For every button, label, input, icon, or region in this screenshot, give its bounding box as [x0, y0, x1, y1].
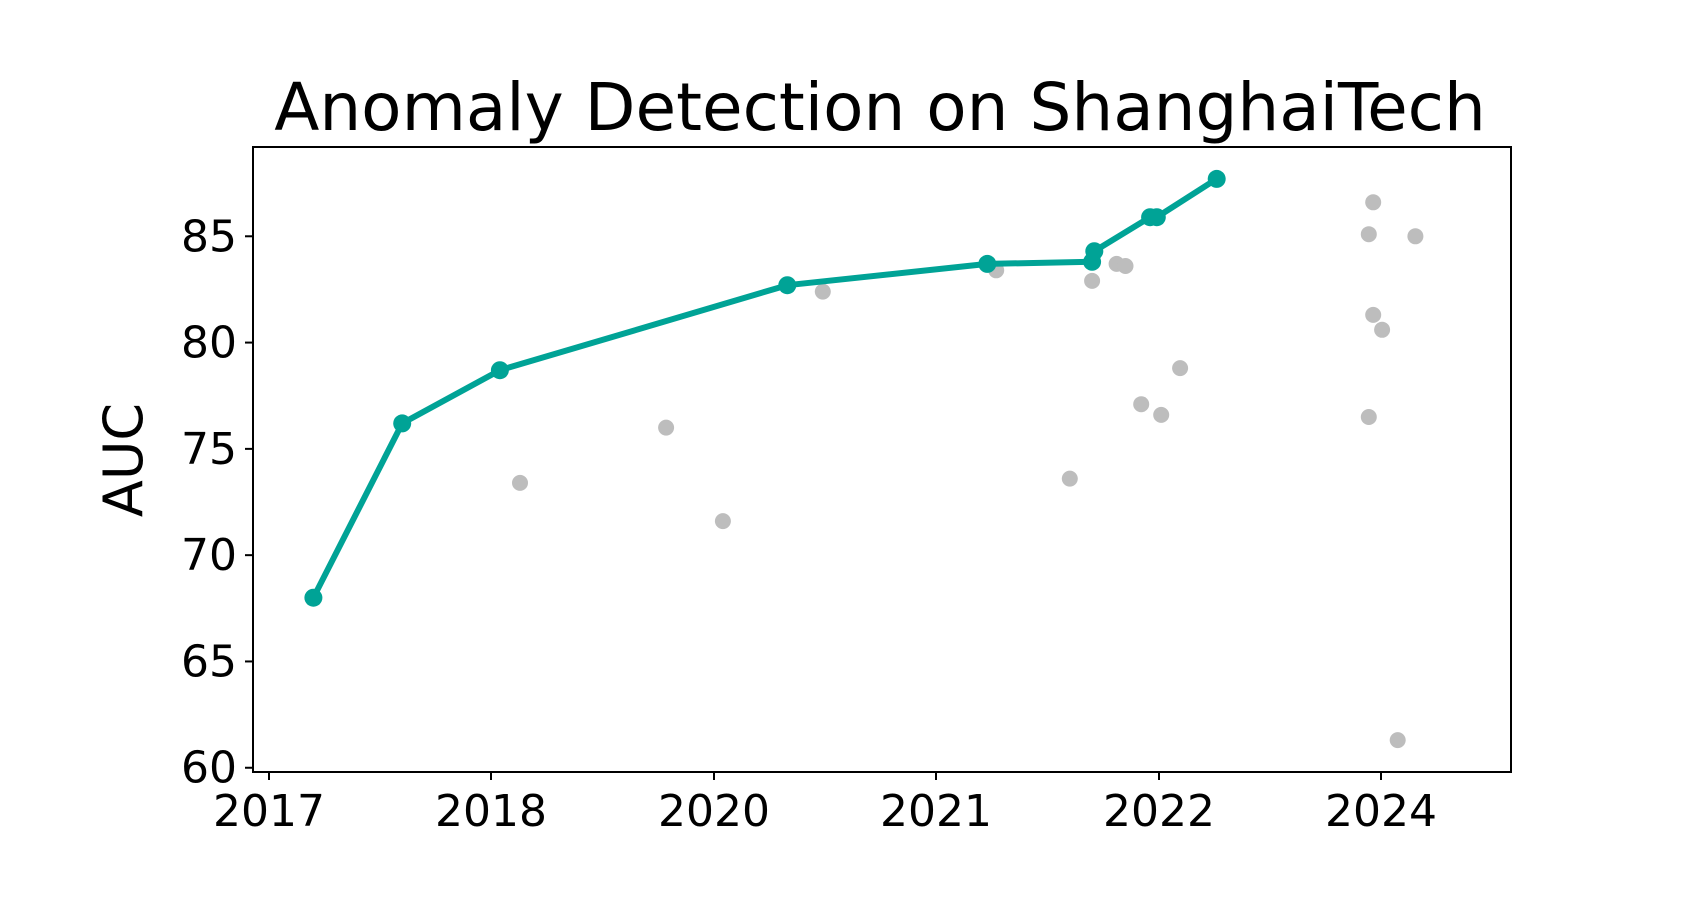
other-method-point — [1117, 258, 1134, 274]
sota-point — [778, 276, 797, 295]
y-tick-label: 75 — [181, 424, 237, 475]
other-method-point — [1153, 406, 1170, 423]
sota-point — [490, 361, 509, 380]
y-axis-title: AUC — [92, 403, 155, 517]
x-tick-label: 2020 — [658, 786, 770, 837]
other-methods-series — [512, 194, 1424, 749]
other-method-point — [814, 283, 831, 300]
plot-frame — [252, 146, 1512, 773]
other-method-point — [1365, 306, 1382, 323]
x-tick-label: 2018 — [435, 786, 547, 837]
chart-title: Anomaly Detection on ShanghaiTech — [274, 69, 1486, 146]
other-method-point — [1061, 470, 1078, 487]
other-method-point — [1084, 272, 1101, 289]
x-tick-label: 2022 — [1103, 786, 1215, 837]
x-axis: 2017 2018 2020 2021 2022 2024 — [213, 772, 1437, 837]
x-tick-label: 2021 — [880, 786, 992, 837]
other-method-point — [1407, 228, 1424, 245]
sota-point — [1085, 242, 1104, 261]
y-tick-label: 65 — [181, 636, 237, 687]
y-tick-label: 85 — [181, 211, 237, 262]
other-method-point — [512, 474, 528, 491]
other-method-point — [1133, 396, 1150, 413]
sota-point — [1207, 169, 1226, 188]
other-method-point — [1389, 732, 1406, 749]
y-tick-label: 60 — [181, 743, 237, 794]
sota-point — [393, 414, 412, 433]
other-method-point — [658, 419, 675, 436]
y-tick-label: 80 — [181, 318, 237, 369]
sota-point — [978, 254, 997, 273]
other-method-point — [1360, 409, 1377, 425]
other-method-point — [1360, 226, 1377, 243]
other-method-point — [1365, 194, 1382, 211]
x-tick-label: 2017 — [213, 786, 325, 837]
sota-line — [310, 175, 1220, 601]
y-tick-label: 70 — [181, 530, 237, 581]
sota-series — [304, 169, 1226, 607]
other-method-point — [1172, 360, 1189, 377]
other-method-point — [714, 513, 731, 530]
other-method-point — [1374, 321, 1391, 338]
x-tick-label: 2024 — [1325, 786, 1437, 837]
sota-point — [1147, 208, 1166, 227]
sota-point — [304, 588, 323, 607]
y-axis: 60 65 70 75 80 85 — [181, 211, 253, 794]
